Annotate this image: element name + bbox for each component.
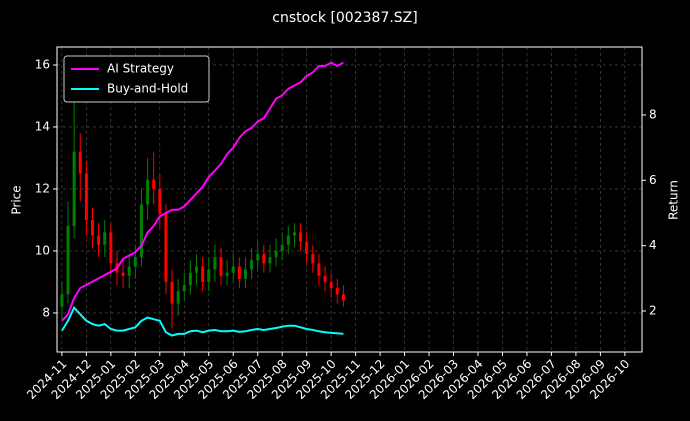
candle-body <box>268 257 272 264</box>
y2-axis-label: Return <box>667 180 681 220</box>
candle-body <box>274 250 278 258</box>
y-tick-label: 10 <box>35 243 50 257</box>
legend-box <box>63 55 210 103</box>
candle-body <box>146 179 150 205</box>
candle-body <box>207 269 211 282</box>
candle-body <box>231 266 235 273</box>
candle-body <box>299 232 303 242</box>
candle-body <box>250 260 254 270</box>
candle-body <box>127 266 131 276</box>
y2-tick-label: 2 <box>649 303 657 317</box>
candle-body <box>97 235 101 245</box>
candle-body <box>103 232 107 245</box>
candle-body <box>109 232 113 264</box>
plot-frame <box>56 46 643 353</box>
candle-body <box>78 151 82 174</box>
candle-body <box>311 254 315 264</box>
y-tick-label: 14 <box>35 119 50 133</box>
candle-body <box>121 272 125 276</box>
candle-body <box>280 244 284 251</box>
candle-body <box>158 188 162 214</box>
candle-body <box>335 288 339 295</box>
legend-label: Buy-and-Hold <box>107 82 188 96</box>
y2-tick-label: 6 <box>649 173 657 187</box>
candle-body <box>292 232 296 236</box>
y-tick-label: 8 <box>42 305 50 319</box>
candle-body <box>323 275 327 282</box>
candle-body <box>213 257 217 270</box>
candle-body <box>84 173 88 220</box>
candle-body <box>133 257 137 267</box>
chart-title: cnstock [002387.SZ] <box>272 10 417 26</box>
candle-body <box>305 241 309 255</box>
series-line <box>61 61 344 322</box>
y-tick-label: 16 <box>35 57 50 71</box>
legend-label: AI Strategy <box>107 62 174 76</box>
candle-body <box>225 272 229 276</box>
candle-body <box>341 294 345 301</box>
candle-body <box>176 291 180 304</box>
candle-body <box>201 266 205 282</box>
y2-tick-label: 8 <box>649 107 657 121</box>
candle-body <box>170 281 174 304</box>
candle-body <box>188 272 192 286</box>
y-axis-label: Price <box>10 185 24 214</box>
series-line <box>61 305 344 337</box>
candle-body <box>256 254 260 261</box>
candle-body <box>66 226 70 295</box>
candle-body <box>329 281 333 289</box>
candle-body <box>164 213 168 282</box>
candle-body <box>219 257 223 276</box>
candle-body <box>243 269 247 279</box>
candle-body <box>90 219 94 236</box>
candle-body <box>139 204 143 258</box>
candle-body <box>152 179 156 189</box>
candle-body <box>262 254 266 264</box>
y-tick-label: 12 <box>35 181 50 195</box>
y2-tick-label: 4 <box>649 238 657 252</box>
candle-body <box>182 285 186 292</box>
candle-body <box>195 266 199 273</box>
candle-body <box>72 151 76 227</box>
candle-body <box>237 266 241 279</box>
candle-body <box>60 294 64 307</box>
candle-body <box>286 235 290 245</box>
candle-body <box>317 263 321 276</box>
